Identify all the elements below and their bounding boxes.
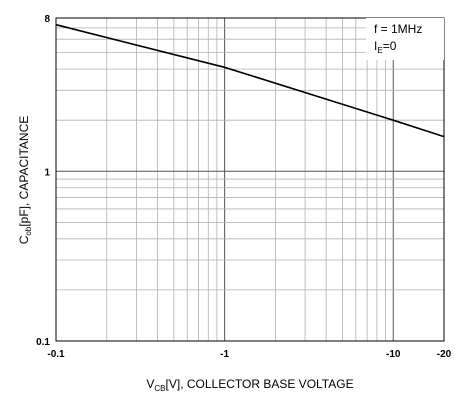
legend-frequency: f = 1MHz — [374, 22, 422, 36]
y-axis-title: Cob[pF], CAPACITANCE — [17, 116, 33, 244]
plot-frame — [55, 17, 445, 342]
legend-box — [366, 18, 444, 60]
x-axis-title: VCB[V], COLLECTOR BASE VOLTAGE — [146, 377, 353, 393]
x-tick-label: -20 — [437, 349, 452, 360]
y-tick-label: 0.1 — [36, 337, 50, 348]
y-tick-label: 8 — [44, 14, 50, 25]
x-tick-label: -1 — [220, 349, 229, 360]
legend-emitter-current: IE=0 — [374, 39, 397, 55]
y-tick-labels: 810.1 — [36, 14, 50, 348]
x-tick-label: -10 — [386, 349, 401, 360]
x-tick-label: -0.1 — [47, 349, 65, 360]
series-line — [55, 23, 445, 138]
grid-lines — [56, 18, 444, 341]
y-tick-label: 1 — [44, 167, 50, 178]
x-tick-labels: -0.1 -1 -10 -20 — [47, 349, 451, 360]
